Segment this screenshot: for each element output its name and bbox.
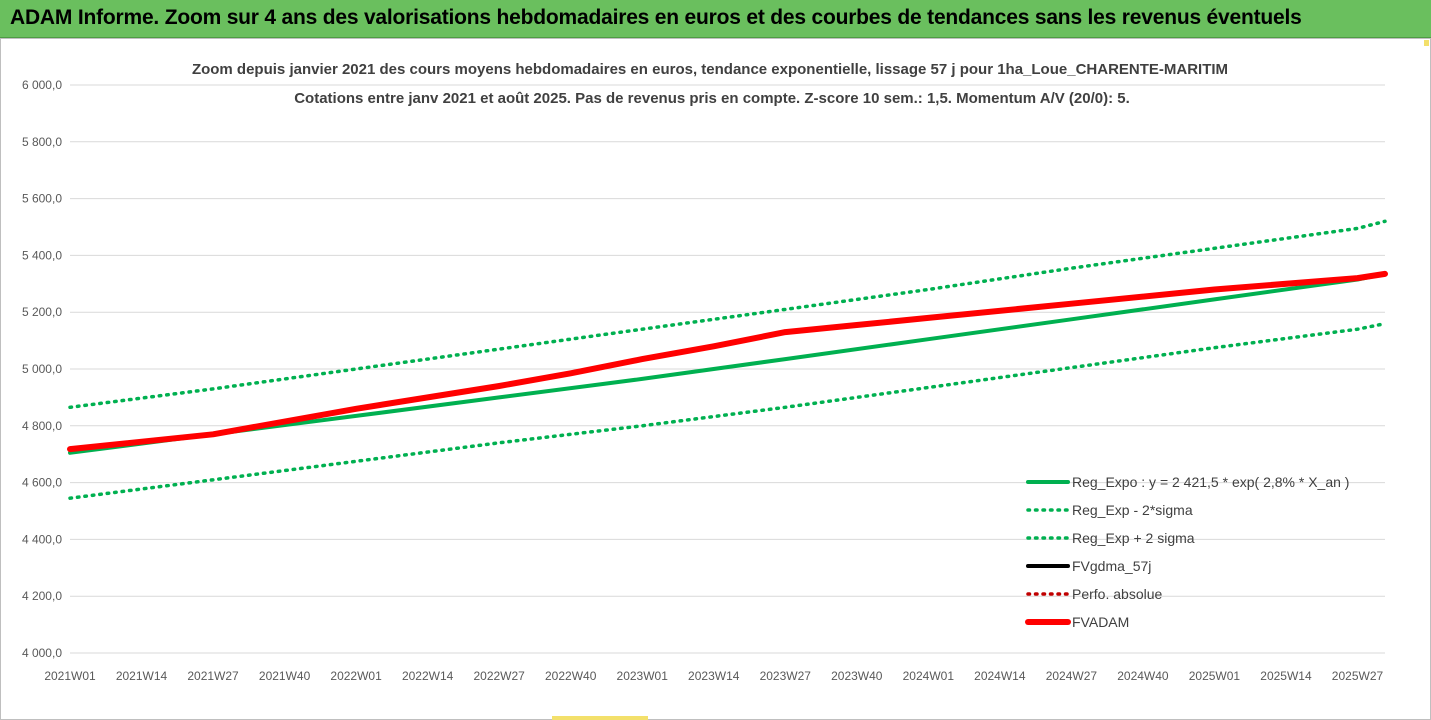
y-tick-label: 6 000,0 <box>22 78 62 92</box>
series-line <box>68 321 1387 500</box>
x-tick-label: 2021W01 <box>44 669 96 683</box>
y-tick-label: 4 800,0 <box>22 419 62 433</box>
chart-title: Zoom depuis janvier 2021 des cours moyen… <box>192 61 1228 78</box>
x-tick-label: 2025W01 <box>1189 669 1241 683</box>
x-axis: 2021W01 2021W14 2021W27 2021W40 2022W01 2022W… <box>44 669 1383 683</box>
legend-label: Perfo. absolue <box>1072 586 1162 602</box>
legend-label: FVgdma_57j <box>1072 558 1151 574</box>
y-tick-label: 5 400,0 <box>22 248 62 262</box>
y-tick-label: 4 600,0 <box>22 476 62 490</box>
x-tick-label: 2024W40 <box>1117 669 1169 683</box>
y-tick-label: 5 000,0 <box>22 362 62 376</box>
banner-title: ADAM Informe. Zoom sur 4 ans des valoris… <box>10 6 1302 29</box>
x-tick-label: 2022W01 <box>330 669 382 683</box>
legend: Reg_Expo : y = 2 421,5 * exp( 2,8% * X_a… <box>1025 474 1349 630</box>
report-banner: ADAM Informe. Zoom sur 4 ans des valoris… <box>0 0 1431 38</box>
y-tick-label: 4 400,0 <box>22 532 62 546</box>
x-tick-label: 2022W40 <box>545 669 597 683</box>
chart-subtitle: Cotations entre janv 2021 et août 2025. … <box>294 90 1130 107</box>
x-tick-label: 2025W14 <box>1260 669 1312 683</box>
x-tick-label: 2025W27 <box>1332 669 1384 683</box>
y-tick-label: 4 200,0 <box>22 589 62 603</box>
y-tick-label: 4 000,0 <box>22 646 62 660</box>
y-tick-label: 5 600,0 <box>22 192 62 206</box>
y-tick-label: 5 800,0 <box>22 135 62 149</box>
x-tick-label: 2024W14 <box>974 669 1026 683</box>
series-line <box>67 270 1388 453</box>
x-tick-label: 2024W27 <box>1046 669 1098 683</box>
x-tick-label: 2022W27 <box>473 669 525 683</box>
x-tick-label: 2021W40 <box>259 669 311 683</box>
x-tick-label: 2021W27 <box>187 669 239 683</box>
x-tick-label: 2021W14 <box>116 669 168 683</box>
legend-label: Reg_Exp - 2*sigma <box>1072 502 1193 518</box>
x-tick-label: 2023W01 <box>617 669 669 683</box>
y-axis: 6 000,0 5 800,0 5 600,0 5 400,0 5 200,0 5 000… <box>22 78 62 660</box>
x-tick-label: 2023W27 <box>760 669 812 683</box>
x-tick-label: 2023W40 <box>831 669 883 683</box>
series-lines <box>67 219 1388 500</box>
series-line <box>68 219 1387 410</box>
frame-accent-bottom <box>552 716 648 720</box>
legend-label: Reg_Exp + 2 sigma <box>1072 530 1195 546</box>
series-line <box>68 271 1387 455</box>
x-tick-label: 2023W14 <box>688 669 740 683</box>
legend-label: Reg_Expo : y = 2 421,5 * exp( 2,8% * X_a… <box>1072 474 1349 490</box>
x-tick-label: 2024W01 <box>903 669 955 683</box>
y-tick-label: 5 200,0 <box>22 305 62 319</box>
frame-accent <box>1424 40 1429 46</box>
x-tick-label: 2022W14 <box>402 669 454 683</box>
legend-label: FVADAM <box>1072 614 1129 630</box>
